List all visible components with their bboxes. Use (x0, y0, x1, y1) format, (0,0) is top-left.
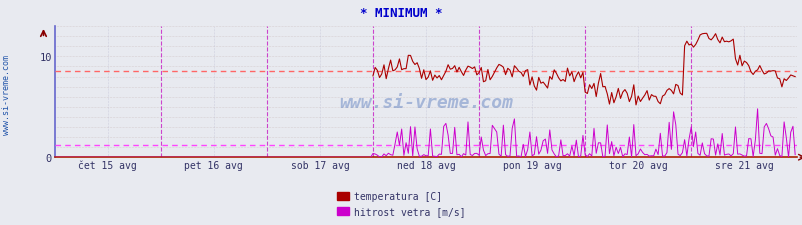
Legend: temperatura [C], hitrost vetra [m/s]: temperatura [C], hitrost vetra [m/s] (333, 188, 469, 220)
Text: * MINIMUM *: * MINIMUM * (360, 7, 442, 20)
Text: www.si-vreme.com: www.si-vreme.com (338, 94, 512, 112)
Text: www.si-vreme.com: www.si-vreme.com (2, 55, 11, 134)
